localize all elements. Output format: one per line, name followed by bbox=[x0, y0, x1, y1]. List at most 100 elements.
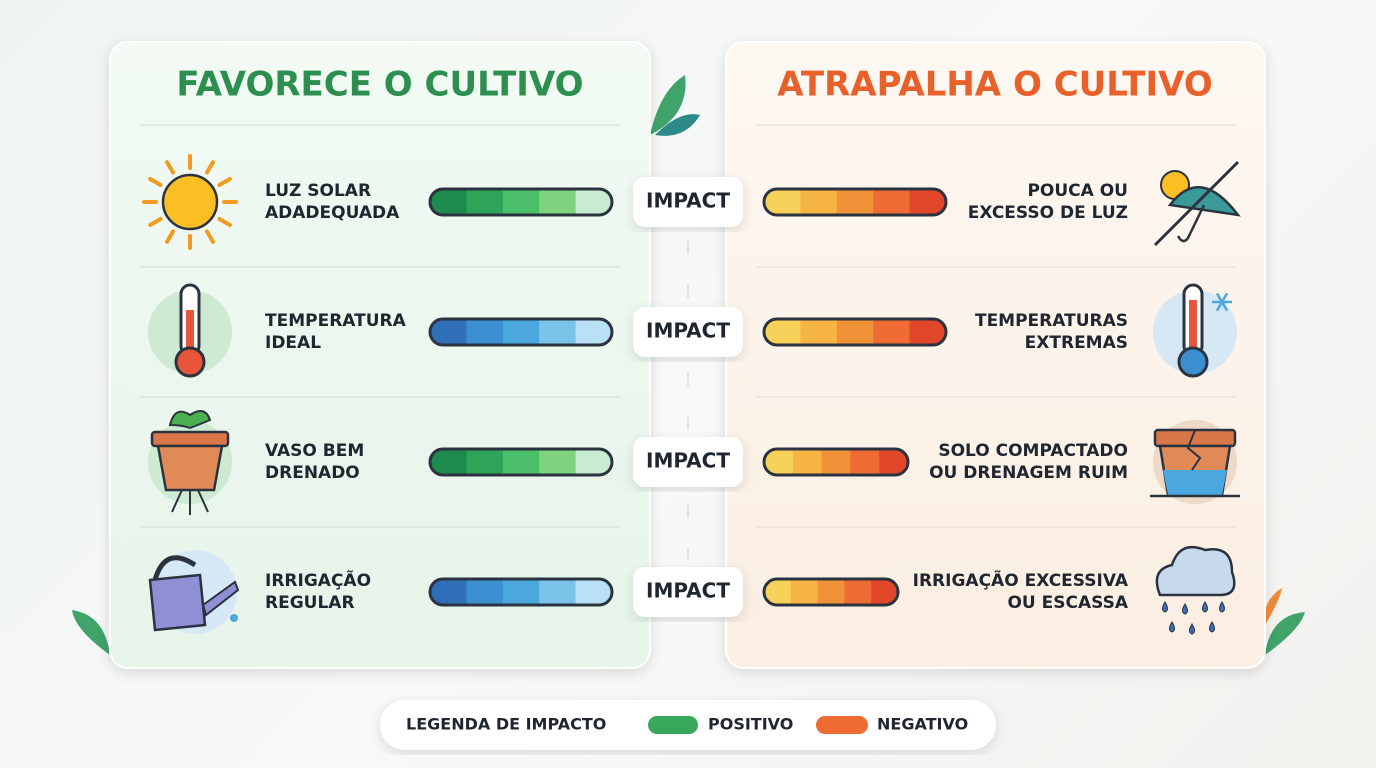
bar-segment bbox=[575, 319, 612, 345]
bar-segment bbox=[800, 189, 838, 215]
bar-segment bbox=[466, 319, 504, 345]
bar-segment bbox=[873, 319, 911, 345]
bar-segment bbox=[575, 579, 612, 605]
bar-segment bbox=[430, 579, 468, 605]
impact-bar bbox=[764, 579, 898, 605]
icon-part bbox=[230, 614, 238, 622]
bar-segment bbox=[575, 189, 612, 215]
leaf bbox=[72, 610, 110, 655]
item-label: IRRIGAÇÃO EXCESSIVA bbox=[913, 568, 1129, 591]
icon-part bbox=[165, 160, 175, 175]
item-label: OU DRENAGEM RUIM bbox=[929, 463, 1128, 483]
impact-bar bbox=[430, 579, 612, 605]
icon-part bbox=[217, 177, 232, 187]
bar-segment bbox=[850, 449, 881, 475]
icon-part bbox=[165, 229, 175, 244]
icon-part bbox=[1189, 623, 1195, 635]
icon-part bbox=[1215, 292, 1229, 312]
bar-outline bbox=[762, 447, 910, 477]
bar-segment bbox=[909, 189, 946, 215]
icon-part bbox=[1219, 601, 1225, 613]
leaf bbox=[1264, 588, 1282, 625]
bar-segment bbox=[575, 449, 612, 475]
legend-negative-swatch bbox=[816, 716, 868, 734]
icon-part bbox=[148, 217, 163, 227]
bar-outline bbox=[428, 187, 614, 217]
impact-bar bbox=[430, 189, 612, 215]
item-label: IRRIGAÇÃO bbox=[265, 568, 371, 591]
impact-bar bbox=[764, 449, 908, 475]
icon-part bbox=[156, 444, 224, 492]
item-label: TEMPERATURA bbox=[265, 311, 407, 331]
bar-outline bbox=[762, 187, 948, 217]
icon-part bbox=[150, 430, 230, 448]
legend-title: LEGENDA DE IMPACTO bbox=[406, 715, 606, 734]
bar-segment bbox=[817, 579, 846, 605]
impact-bar bbox=[764, 319, 946, 345]
item-label: LUZ SOLAR bbox=[265, 181, 371, 201]
bar-segment bbox=[792, 449, 823, 475]
impact-pill bbox=[633, 307, 743, 357]
bar-segment bbox=[502, 579, 541, 605]
legend-positive: POSITIVO bbox=[708, 715, 793, 734]
icon-part bbox=[1189, 300, 1197, 360]
icon-part bbox=[1202, 601, 1208, 613]
impact-bar bbox=[430, 449, 612, 475]
icon-part bbox=[174, 346, 206, 378]
icon-part bbox=[148, 573, 207, 632]
impact-label: IMPACT bbox=[646, 189, 730, 213]
bar-segment bbox=[844, 579, 873, 605]
icon-part bbox=[168, 410, 212, 430]
impact-pill bbox=[633, 437, 743, 487]
icon-part bbox=[171, 489, 209, 515]
icon-part bbox=[205, 160, 215, 175]
bar-segment bbox=[430, 319, 468, 345]
item-label: TEMPERATURAS bbox=[975, 311, 1128, 331]
bar-outline bbox=[428, 447, 614, 477]
impact-pill bbox=[633, 177, 743, 227]
impact-label: IMPACT bbox=[646, 579, 730, 603]
item-label: POUCA OU bbox=[1027, 181, 1128, 201]
icon-part bbox=[205, 229, 215, 244]
bar-segment bbox=[764, 319, 802, 345]
bar-segment bbox=[466, 579, 504, 605]
item-label: EXCESSO DE LUZ bbox=[968, 203, 1128, 223]
bar-segment bbox=[466, 449, 504, 475]
bar-segment bbox=[502, 449, 541, 475]
legend-positive-swatch bbox=[648, 716, 698, 734]
impact-label: IMPACT bbox=[646, 449, 730, 473]
bar-segment bbox=[502, 319, 541, 345]
impact-label: IMPACT bbox=[646, 319, 730, 343]
impact-pill bbox=[633, 567, 743, 617]
bar-segment bbox=[539, 319, 577, 345]
impact-bar bbox=[430, 319, 612, 345]
icon-part bbox=[1155, 545, 1236, 597]
bar-segment bbox=[502, 189, 541, 215]
item-label: DRENADO bbox=[265, 463, 360, 483]
icon-part bbox=[148, 177, 163, 187]
bar-segment bbox=[909, 319, 946, 345]
bar-segment bbox=[800, 319, 838, 345]
bar-segment bbox=[466, 189, 504, 215]
item-label: IDEAL bbox=[265, 333, 321, 353]
bar-segment bbox=[539, 579, 577, 605]
bar-segment bbox=[790, 579, 819, 605]
icon-part bbox=[1209, 621, 1215, 633]
item-label: VASO BEM bbox=[265, 441, 364, 461]
icon-part bbox=[1153, 160, 1240, 247]
icon-part bbox=[217, 217, 232, 227]
bar-outline bbox=[762, 317, 948, 347]
icon-part bbox=[1167, 186, 1241, 217]
icon-part bbox=[1176, 204, 1206, 243]
bar-segment bbox=[764, 189, 802, 215]
impact-bar bbox=[764, 189, 946, 215]
bar-segment bbox=[539, 449, 577, 475]
icon-part bbox=[1177, 346, 1209, 378]
item-label: SOLO COMPACTADO bbox=[938, 441, 1128, 461]
icon-part bbox=[1162, 601, 1168, 613]
bar-outline bbox=[428, 317, 614, 347]
leaf bbox=[1265, 612, 1305, 655]
bar-segment bbox=[430, 189, 468, 215]
